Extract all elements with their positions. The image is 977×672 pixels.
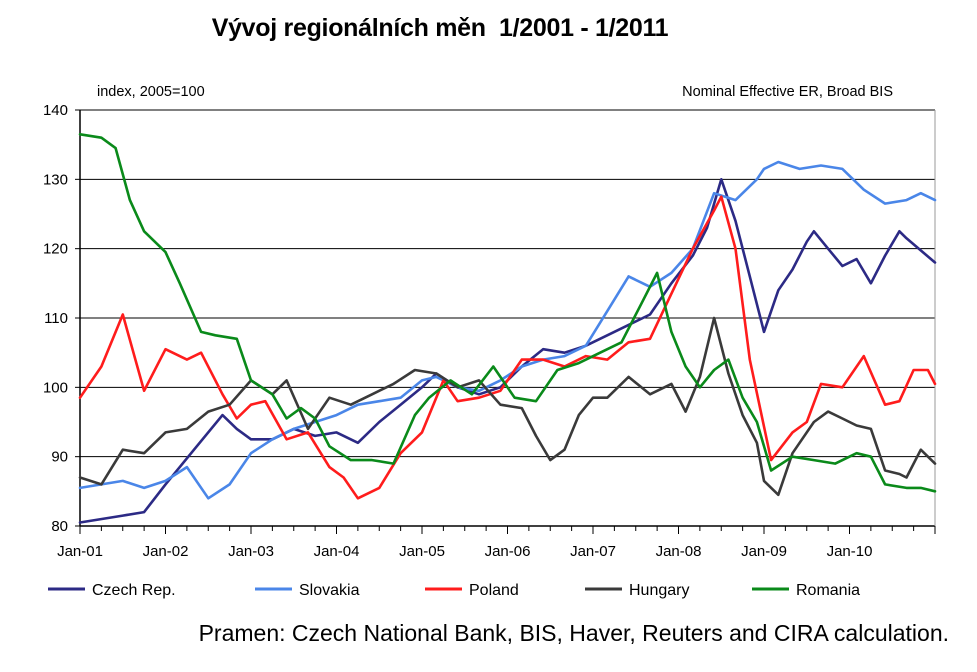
series-line-czech-rep <box>78 178 937 524</box>
legend-label-poland: Poland <box>469 582 519 599</box>
series-lines <box>78 133 937 524</box>
y-tick-label-140: 140 <box>43 102 68 119</box>
x-axis-ticks: Jan-01 Jan-02 Jan-03 Jan-04 Jan-05 Jan-06 Jan-… <box>57 526 936 560</box>
x-tick-label-jan-08: Jan-08 <box>656 543 702 560</box>
x-tick-label-jan-01: Jan-01 <box>57 543 103 560</box>
y-axis-ticks: 80 90 100 110 120 130 140 <box>43 102 80 535</box>
x-tick-label-jan-09: Jan-09 <box>741 543 787 560</box>
chart-title: Vývoj regionálních měn 1/2001 - 1/2011 <box>211 14 669 42</box>
y-tick-label-120: 120 <box>43 241 68 258</box>
x-tick-label-jan-05: Jan-05 <box>399 543 445 560</box>
legend-label-hungary: Hungary <box>629 582 689 599</box>
y-tick-label-80: 80 <box>51 518 68 535</box>
series-line-romania <box>78 133 937 493</box>
source-note: Pramen: Czech National Bank, BIS, Haver,… <box>198 620 949 646</box>
y-tick-label-90: 90 <box>51 449 68 466</box>
y-tick-label-110: 110 <box>44 310 68 327</box>
legend: Czech Rep. Slovakia Poland Hungary Romania <box>48 582 860 599</box>
y-axis-note: index, 2005=100 <box>97 84 205 100</box>
x-tick-label-jan-10: Jan-10 <box>827 543 873 560</box>
x-tick-label-jan-07: Jan-07 <box>570 543 616 560</box>
legend-label-slovakia: Slovakia <box>299 582 360 599</box>
x-tick-label-jan-02: Jan-02 <box>143 543 189 560</box>
legend-label-czech-rep: Czech Rep. <box>92 582 176 599</box>
series-line-slovakia <box>78 160 937 500</box>
grid <box>79 109 936 527</box>
y-tick-label-130: 130 <box>43 171 68 188</box>
x-tick-label-jan-04: Jan-04 <box>314 543 360 560</box>
series-line-poland <box>78 195 937 500</box>
x-tick-label-jan-06: Jan-06 <box>485 543 531 560</box>
top-right-note: Nominal Effective ER, Broad BIS <box>682 84 893 100</box>
series-line-hungary <box>78 316 937 497</box>
y-tick-label-100: 100 <box>43 379 68 396</box>
x-tick-label-jan-03: Jan-03 <box>228 543 274 560</box>
legend-label-romania: Romania <box>796 582 860 599</box>
